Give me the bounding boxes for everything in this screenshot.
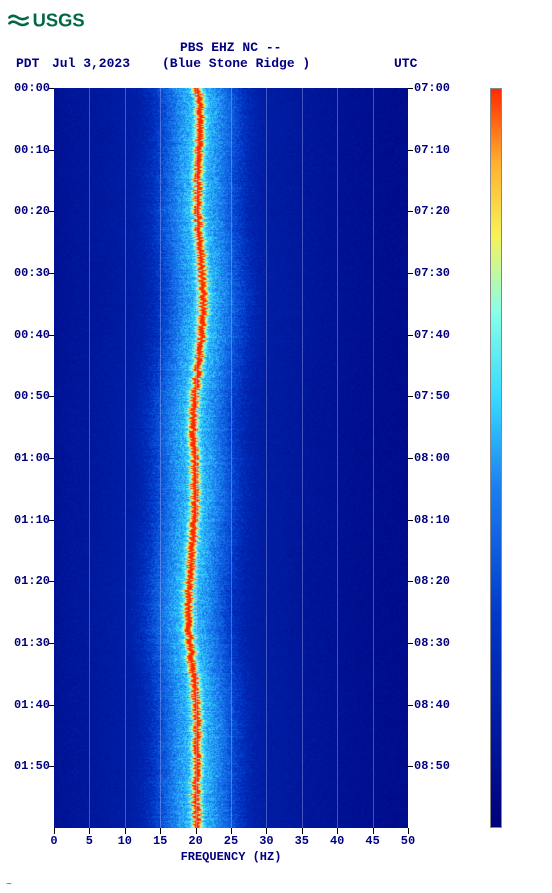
xtick-label: 35 bbox=[295, 834, 309, 848]
xtick-label: 5 bbox=[86, 834, 93, 848]
xtick-label: 25 bbox=[224, 834, 238, 848]
gridline-v bbox=[337, 88, 338, 828]
ytick-left: 00:00 bbox=[0, 81, 50, 95]
xtick-label: 20 bbox=[188, 834, 202, 848]
ytick-left: 00:10 bbox=[0, 143, 50, 157]
ytick-left: 00:40 bbox=[0, 328, 50, 342]
ytick-left: 01:30 bbox=[0, 636, 50, 650]
date-label: Jul 3,2023 bbox=[52, 56, 130, 71]
ytick-right: 07:50 bbox=[414, 389, 464, 403]
footnote: ~ bbox=[6, 880, 12, 891]
x-axis: 05101520253035404550 FREQUENCY (HZ) bbox=[54, 828, 408, 868]
ytick-right: 08:20 bbox=[414, 574, 464, 588]
xtick-label: 10 bbox=[118, 834, 132, 848]
tz-left-label: PDT bbox=[16, 56, 39, 71]
colorbar bbox=[490, 88, 502, 828]
usgs-logo: USGS bbox=[6, 6, 106, 34]
gridline-v bbox=[266, 88, 267, 828]
gridline-v bbox=[89, 88, 90, 828]
ytick-right: 07:30 bbox=[414, 266, 464, 280]
ytick-right: 08:40 bbox=[414, 698, 464, 712]
ytick-left: 00:50 bbox=[0, 389, 50, 403]
xtick-label: 45 bbox=[365, 834, 379, 848]
station-code: PBS EHZ NC -- bbox=[180, 40, 281, 55]
ytick-left: 01:10 bbox=[0, 513, 50, 527]
station-name: (Blue Stone Ridge ) bbox=[162, 56, 310, 71]
spectrogram-plot bbox=[54, 88, 408, 828]
ytick-right: 08:10 bbox=[414, 513, 464, 527]
xtick-label: 0 bbox=[50, 834, 57, 848]
xtick-label: 30 bbox=[259, 834, 273, 848]
ytick-right: 08:00 bbox=[414, 451, 464, 465]
x-axis-title: FREQUENCY (HZ) bbox=[54, 850, 408, 864]
gridline-v bbox=[125, 88, 126, 828]
ytick-left: 01:40 bbox=[0, 698, 50, 712]
ytick-left: 01:20 bbox=[0, 574, 50, 588]
ytick-right: 07:40 bbox=[414, 328, 464, 342]
ytick-right: 07:00 bbox=[414, 81, 464, 95]
logo-text: USGS bbox=[33, 10, 85, 31]
gridline-v bbox=[196, 88, 197, 828]
ytick-left: 00:20 bbox=[0, 204, 50, 218]
gridline-v bbox=[231, 88, 232, 828]
ytick-left: 01:00 bbox=[0, 451, 50, 465]
ytick-right: 08:30 bbox=[414, 636, 464, 650]
xtick-label: 50 bbox=[401, 834, 415, 848]
gridline-v bbox=[302, 88, 303, 828]
ytick-left: 00:30 bbox=[0, 266, 50, 280]
ytick-right: 07:20 bbox=[414, 204, 464, 218]
gridline-v bbox=[160, 88, 161, 828]
gridline-v bbox=[373, 88, 374, 828]
xtick-label: 15 bbox=[153, 834, 167, 848]
tz-right-label: UTC bbox=[394, 56, 417, 71]
ytick-right: 07:10 bbox=[414, 143, 464, 157]
xtick-label: 40 bbox=[330, 834, 344, 848]
ytick-left: 01:50 bbox=[0, 759, 50, 773]
ytick-right: 08:50 bbox=[414, 759, 464, 773]
